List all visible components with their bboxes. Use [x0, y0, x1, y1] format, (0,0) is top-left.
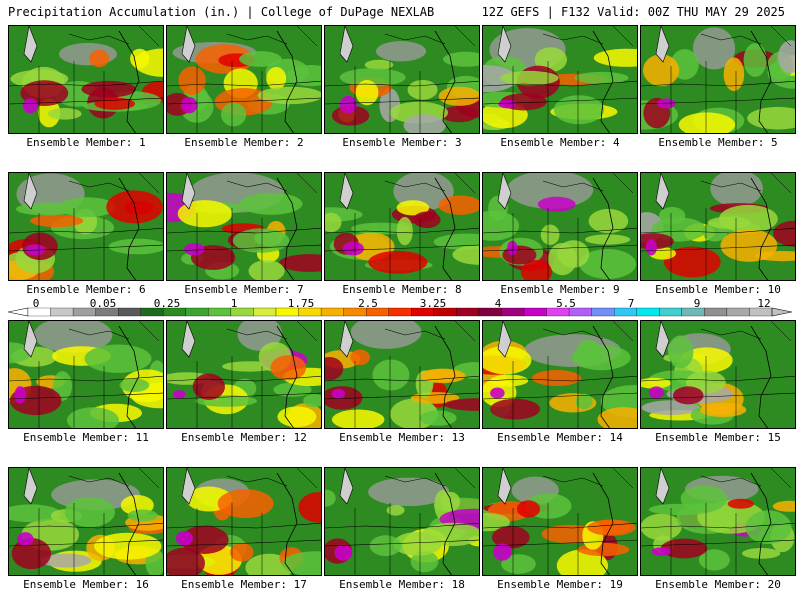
scale-tick-label: 4: [494, 297, 502, 310]
scale-tick-label: 2.5: [358, 297, 378, 310]
ensemble-member-map[interactable]: [8, 172, 164, 281]
ensemble-member-label: Ensemble Member: 17: [181, 578, 307, 591]
ensemble-member-label: Ensemble Member: 13: [339, 431, 465, 444]
ensemble-member-map[interactable]: [166, 172, 322, 281]
ensemble-member-map[interactable]: [324, 320, 480, 429]
scale-swatch: [208, 307, 232, 317]
scale-swatch: [659, 307, 682, 317]
ensemble-member-label: Ensemble Member: 4: [500, 136, 620, 149]
ensemble-member-map[interactable]: [324, 467, 480, 576]
scale-swatch: [185, 307, 209, 317]
scale-swatch: [388, 307, 412, 317]
scale-swatch: [726, 307, 750, 317]
scale-tick-label: 9: [693, 297, 701, 310]
scale-swatch: [591, 307, 615, 317]
ensemble-member-label: Ensemble Member: 14: [497, 431, 623, 444]
scale-tick-label: 12: [757, 297, 771, 310]
ensemble-member-map[interactable]: [166, 25, 322, 134]
ensemble-member-label: Ensemble Member: 9: [500, 283, 620, 296]
scale-tick-label: 1.75: [287, 297, 315, 310]
scale-swatch: [523, 307, 547, 317]
ensemble-member-map[interactable]: [640, 25, 796, 134]
scale-tick-label: 0.25: [153, 297, 181, 310]
ensemble-member-label: Ensemble Member: 20: [655, 578, 781, 591]
model-run-info: 12Z GEFS | F132 Valid: 00Z THU MAY 29 20…: [481, 5, 785, 19]
ensemble-member-label: Ensemble Member: 15: [655, 431, 781, 444]
ensemble-member-label: Ensemble Member: 12: [181, 431, 307, 444]
scale-swatch: [253, 307, 277, 317]
scale-tick-label: 5.5: [556, 297, 576, 310]
scale-swatch: [50, 307, 74, 317]
scale-tick-label: 0.05: [89, 297, 117, 310]
ensemble-member-map[interactable]: [8, 467, 164, 576]
ensemble-member-map[interactable]: [8, 25, 164, 134]
ensemble-member-label: Ensemble Member: 3: [342, 136, 462, 149]
ensemble-member-label: Ensemble Member: 11: [23, 431, 149, 444]
scale-swatch: [118, 307, 141, 317]
scale-tick-label: 3.25: [419, 297, 447, 310]
scale-swatch: [501, 307, 525, 317]
ensemble-member-map[interactable]: [482, 25, 638, 134]
ensemble-member-label: Ensemble Member: 16: [23, 578, 149, 591]
ensemble-member-label: Ensemble Member: 2: [184, 136, 304, 149]
ensemble-member-map[interactable]: [324, 25, 480, 134]
ensemble-member-label: Ensemble Member: 6: [26, 283, 146, 296]
scale-tick-label: 0: [32, 297, 40, 310]
ensemble-member-map[interactable]: [8, 320, 164, 429]
color-scale-bar: [8, 307, 792, 317]
ensemble-member-label: Ensemble Member: 10: [655, 283, 781, 296]
scale-tick-label: 7: [627, 297, 635, 310]
ensemble-member-map[interactable]: [640, 320, 796, 429]
scale-right-arrow: [771, 307, 792, 317]
ensemble-member-map[interactable]: [166, 467, 322, 576]
scale-tick-label: 1: [230, 297, 238, 310]
ensemble-member-map[interactable]: [640, 172, 796, 281]
ensemble-member-label: Ensemble Member: 18: [339, 578, 465, 591]
ensemble-member-map[interactable]: [324, 172, 480, 281]
ensemble-member-map[interactable]: [482, 320, 638, 429]
ensemble-member-label: Ensemble Member: 5: [658, 136, 778, 149]
scale-left-arrow: [8, 307, 29, 317]
ensemble-member-map[interactable]: [640, 467, 796, 576]
ensemble-member-map[interactable]: [166, 320, 322, 429]
ensemble-member-label: Ensemble Member: 8: [342, 283, 462, 296]
chart-title: Precipitation Accumulation (in.) | Colle…: [8, 5, 435, 19]
scale-swatch: [320, 307, 344, 317]
scale-swatch: [704, 307, 728, 317]
ensemble-member-label: Ensemble Member: 7: [184, 283, 304, 296]
scale-swatch: [636, 307, 660, 317]
ensemble-member-label: Ensemble Member: 1: [26, 136, 146, 149]
scale-swatch: [456, 307, 480, 317]
ensemble-member-map[interactable]: [482, 467, 638, 576]
ensemble-member-label: Ensemble Member: 19: [497, 578, 623, 591]
ensemble-member-map[interactable]: [482, 172, 638, 281]
